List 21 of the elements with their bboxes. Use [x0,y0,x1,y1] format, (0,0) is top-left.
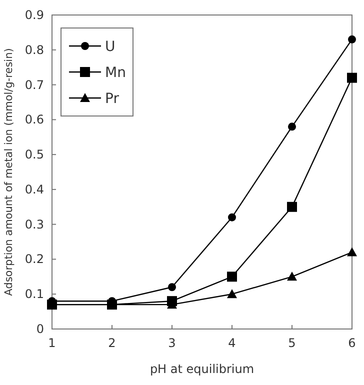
x-tick-label: 1 [48,336,56,350]
y-tick-label: 0.5 [24,148,44,162]
y-tick-label: 0.3 [24,217,44,232]
legend-label: Pr [105,91,120,107]
y-tick-label: 0.4 [24,182,44,196]
y-axis-title: Adsorption amount of metal ion (mmol/g-resin) [3,48,15,296]
y-tick-label: 0.6 [24,112,44,127]
x-tick-label: 4 [228,336,236,350]
x-tick-label: 2 [108,336,116,350]
x-tick-label: 5 [288,336,296,350]
y-tick-label: 0 [36,322,44,336]
y-tick-label: 0.9 [24,8,44,22]
y-tick-label: 0.1 [24,287,44,302]
legend-label: Mn [105,65,126,81]
x-tick-label: 3 [168,336,176,350]
legend-label: U [105,39,116,55]
y-tick-label: 0.8 [24,42,44,57]
x-tick-label: 6 [348,336,356,350]
y-tick-label: 0.7 [24,78,44,92]
x-axis-title: pH at equilibrium [150,362,254,376]
y-tick-label: 0.2 [24,252,44,266]
